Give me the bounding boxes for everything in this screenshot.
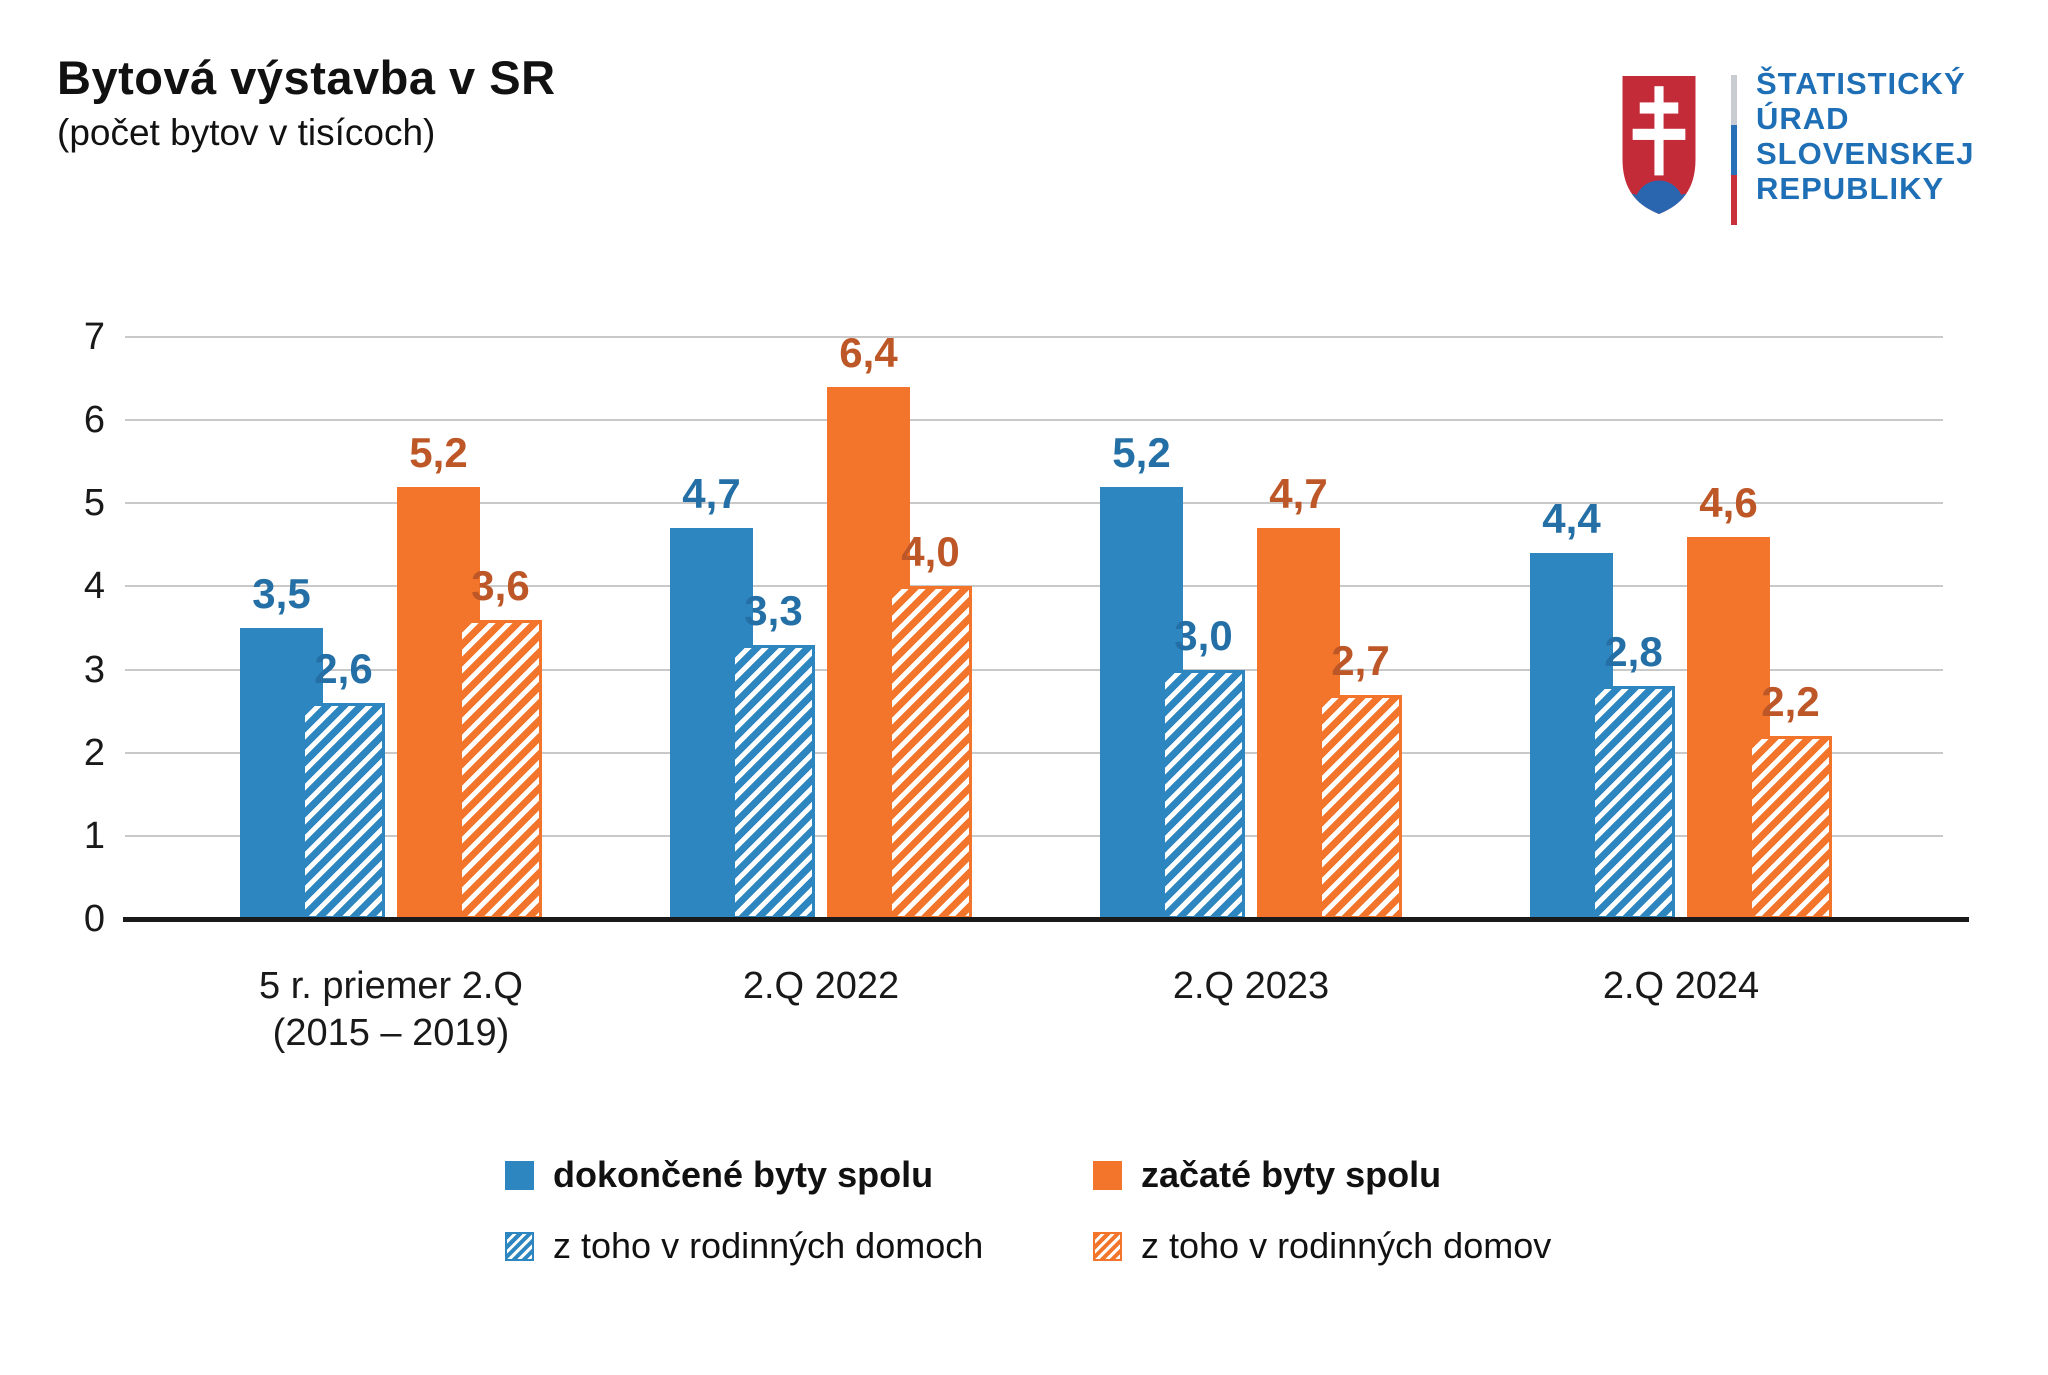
category-label-line: 5 r. priemer 2.Q [259, 965, 523, 1007]
logo-divider-blue [1731, 125, 1737, 175]
bar-series2-group1 [302, 703, 385, 919]
slovak-coat-of-arms-icon [1622, 76, 1696, 214]
bar-value-label: 3,5 [252, 570, 311, 617]
y-tick-label-6: 6 [83, 399, 105, 442]
y-tick-label-1: 1 [83, 814, 105, 857]
logo-line-1: ŠTATISTICKÝ [1756, 66, 1966, 101]
bar-value-label: 4,0 [901, 528, 960, 575]
category-label-line: 2.Q 2023 [1172, 965, 1330, 1007]
y-gridline-5 [125, 502, 1943, 505]
legend-item-solid-1: dokončené byty spolu [505, 1154, 934, 1195]
bar-value-label: 5,2 [1112, 429, 1171, 476]
category-label-2: 2.Q 2022 [591, 963, 1051, 1010]
logo-line-2: ÚRAD [1756, 101, 1850, 136]
logo-line-4: REPUBLIKY [1756, 171, 1945, 206]
y-gridline-2 [125, 751, 1943, 754]
y-gridline-6 [125, 419, 1943, 422]
legend-swatch-solid [1093, 1160, 1122, 1190]
bar-series4-group1 [459, 620, 542, 919]
category-label-1: 5 r. priemer 2.Q (2015 – 2019) [161, 963, 621, 1057]
bar-value-label: 5,2 [409, 429, 468, 476]
bar-value-label: 3,6 [471, 562, 530, 609]
y-tick-label-3: 3 [83, 648, 105, 691]
legend-swatch-hatched [505, 1231, 534, 1261]
category-label-line: (2015 – 2019) [272, 1012, 510, 1054]
bar-series2-group4 [1592, 686, 1675, 919]
legend-item-hatched-1: z toho v rodinných domoch [505, 1225, 984, 1266]
bar-value-label: 4,7 [682, 470, 741, 517]
bar-value-label: 4,6 [1699, 479, 1758, 526]
y-gridline-1 [125, 834, 1943, 837]
y-gridline-4 [125, 585, 1943, 588]
bar-series4-group3 [1319, 695, 1402, 919]
logo-org-name: ŠTATISTICKÝ ÚRAD SLOVENSKEJ REPUBLIKY [1756, 66, 1974, 206]
bar-value-label: 4,4 [1542, 495, 1601, 542]
legend-label: z toho v rodinných domoch [553, 1225, 984, 1266]
bar-value-label: 2,6 [314, 645, 373, 692]
bar-series4-group2 [889, 586, 972, 919]
bar-series2-group3 [1162, 670, 1245, 919]
category-label-line: 2.Q 2024 [1602, 965, 1760, 1007]
y-tick-label-7: 7 [83, 316, 105, 359]
category-label-3: 2.Q 2023 [1021, 963, 1481, 1010]
y-gridline-7 [125, 336, 1943, 339]
y-tick-label-2: 2 [83, 731, 105, 774]
y-tick-label-4: 4 [83, 565, 105, 608]
legend-item-solid-2: začaté byty spolu [1093, 1154, 1442, 1195]
y-gridline-3 [125, 668, 1943, 671]
bar-value-label: 2,7 [1331, 637, 1390, 684]
bar-value-label: 2,8 [1604, 628, 1663, 675]
legend-label: začaté byty spolu [1141, 1154, 1442, 1195]
page-subtitle: (počet bytov v tisícoch) [57, 112, 436, 153]
bar-value-label: 3,0 [1174, 612, 1233, 659]
bar-value-label: 3,3 [744, 587, 803, 634]
legend-label: z toho v rodinných domov [1141, 1225, 1552, 1266]
logo-divider-gray [1731, 75, 1737, 125]
x-axis-line [123, 917, 1969, 922]
logo-divider [1731, 75, 1737, 225]
y-tick-label-5: 5 [83, 482, 105, 525]
bar-series2-group2 [732, 645, 815, 919]
legend-label: dokončené byty spolu [553, 1154, 934, 1195]
legend-item-hatched-2: z toho v rodinných domov [1093, 1225, 1552, 1266]
category-label-line: 2.Q 2022 [742, 965, 900, 1007]
y-tick-label-0: 0 [83, 898, 105, 940]
page-title: Bytová výstavba v SR [57, 51, 556, 104]
logo-line-3: SLOVENSKEJ [1756, 136, 1975, 171]
category-label-4: 2.Q 2024 [1451, 963, 1911, 1010]
legend-swatch-solid [505, 1160, 534, 1190]
bar-series4-group4 [1749, 736, 1832, 919]
bar-value-label: 2,2 [1761, 678, 1820, 725]
logo-divider-red [1731, 175, 1737, 225]
bar-value-label: 6,4 [839, 329, 898, 376]
bar-value-label: 4,7 [1269, 470, 1328, 517]
legend-swatch-hatched [1093, 1231, 1122, 1261]
